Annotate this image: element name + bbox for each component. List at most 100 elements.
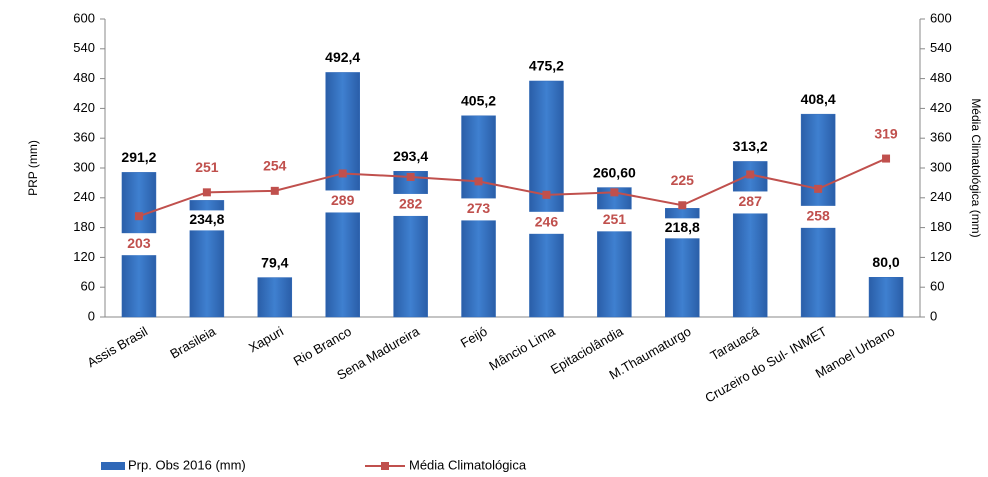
line-marker <box>270 186 279 195</box>
value-label: 475,2 <box>529 58 564 74</box>
line-value-label: 251 <box>603 211 627 227</box>
line-label-bg <box>798 205 839 228</box>
y-tick-label: 300 <box>73 159 95 174</box>
line-marker <box>338 169 347 178</box>
y2-axis-label: Média Climatológica (mm) <box>969 98 983 237</box>
y2-tick-label: 600 <box>930 10 952 25</box>
value-label-bg <box>454 91 503 112</box>
value-label: 492,4 <box>325 49 360 65</box>
legend-label: Média Climatológica <box>409 457 527 472</box>
y-tick-label: 120 <box>73 249 95 264</box>
y2-tick-label: 360 <box>930 130 952 145</box>
line-label-bg <box>254 155 295 178</box>
value-label-bg <box>658 218 707 239</box>
bar <box>868 277 904 318</box>
value-label: 80,0 <box>872 254 899 270</box>
x-tick-label: Feijó <box>458 324 490 351</box>
bar <box>732 161 768 318</box>
value-label-bg <box>522 56 571 77</box>
line-value-label: 246 <box>535 214 559 230</box>
line-value-label: 289 <box>331 192 355 208</box>
bar <box>393 171 428 318</box>
line-marker <box>882 154 891 163</box>
line-label-bg <box>118 233 159 256</box>
line-marker <box>678 201 687 210</box>
y-axis-label: PRP (mm) <box>26 140 40 196</box>
value-label: 293,4 <box>393 148 428 164</box>
bar <box>597 187 632 318</box>
line-label-bg <box>458 198 499 221</box>
value-label: 260,60 <box>593 164 636 180</box>
line-value-label: 287 <box>739 193 763 209</box>
y2-tick-label: 540 <box>930 40 952 55</box>
bar <box>529 80 564 318</box>
line-value-label: 225 <box>671 172 695 188</box>
line-value-label: 251 <box>195 159 219 175</box>
y2-tick-label: 120 <box>930 249 952 264</box>
y-tick-label: 420 <box>73 100 95 115</box>
value-label: 313,2 <box>733 138 768 154</box>
line-label-bg <box>662 170 703 193</box>
line-marker <box>406 172 415 181</box>
line-label-bg <box>322 190 363 213</box>
value-label-bg <box>386 147 435 168</box>
line <box>138 157 887 218</box>
y-tick-label: 480 <box>73 70 95 85</box>
y-tick-label: 60 <box>81 279 95 294</box>
line-value-label: 258 <box>806 208 830 224</box>
value-label-bg <box>726 137 775 158</box>
value-label-bg <box>182 210 231 231</box>
value-label: 291,2 <box>121 149 156 165</box>
line-value-label: 282 <box>399 196 423 212</box>
line-label-bg <box>730 191 771 214</box>
x-tick-label: Assis Brasil <box>84 324 150 371</box>
legend-label: Prp. Obs 2016 (mm) <box>128 457 246 472</box>
value-label-bg <box>862 253 911 274</box>
value-label: 405,2 <box>461 92 496 108</box>
line-label-bg <box>866 123 907 146</box>
line-value-label: 254 <box>263 158 287 174</box>
value-label-bg <box>250 253 299 274</box>
y-tick-label: 540 <box>73 40 95 55</box>
value-label-bg <box>318 48 367 69</box>
line-label-bg <box>526 211 567 234</box>
value-label-bg <box>590 163 639 184</box>
bar <box>257 277 293 318</box>
value-label: 218,8 <box>665 219 700 235</box>
y-tick-label: 360 <box>73 130 95 145</box>
y2-tick-label: 0 <box>930 308 937 323</box>
y-tick-label: 0 <box>88 308 95 323</box>
y2-tick-label: 420 <box>930 100 952 115</box>
value-label: 408,4 <box>801 91 836 107</box>
y-tick-label: 180 <box>73 219 95 234</box>
x-tick-label: Rio Branco <box>291 324 354 369</box>
line-marker <box>474 177 483 186</box>
x-tick-label: Cruzeiro do Sul- INMET <box>702 324 829 406</box>
line-label-bg <box>186 157 227 180</box>
line-label-bg <box>390 193 431 216</box>
line-label-bg <box>594 209 635 232</box>
value-label: 234,8 <box>189 211 224 227</box>
line-marker <box>610 188 619 197</box>
line-marker <box>134 212 143 221</box>
x-tick-label: Mâncio Lima <box>486 323 558 373</box>
line-value-label: 319 <box>874 125 898 141</box>
value-label-bg <box>794 90 843 111</box>
y2-tick-label: 300 <box>930 159 952 174</box>
legend-swatch <box>381 462 389 470</box>
x-tick-label: Xapuri <box>246 324 286 356</box>
y2-tick-label: 180 <box>930 219 952 234</box>
line-marker <box>746 170 755 179</box>
legend-swatch <box>101 462 125 470</box>
y-tick-label: 240 <box>73 189 95 204</box>
value-label: 79,4 <box>261 254 288 270</box>
line-value-label: 273 <box>467 200 491 216</box>
line-value-label: 203 <box>127 235 151 251</box>
value-label-bg <box>114 148 163 169</box>
line-marker <box>542 190 551 199</box>
y2-tick-label: 480 <box>930 70 952 85</box>
x-tick-label: Brasileia <box>167 323 218 361</box>
y2-tick-label: 60 <box>930 279 944 294</box>
